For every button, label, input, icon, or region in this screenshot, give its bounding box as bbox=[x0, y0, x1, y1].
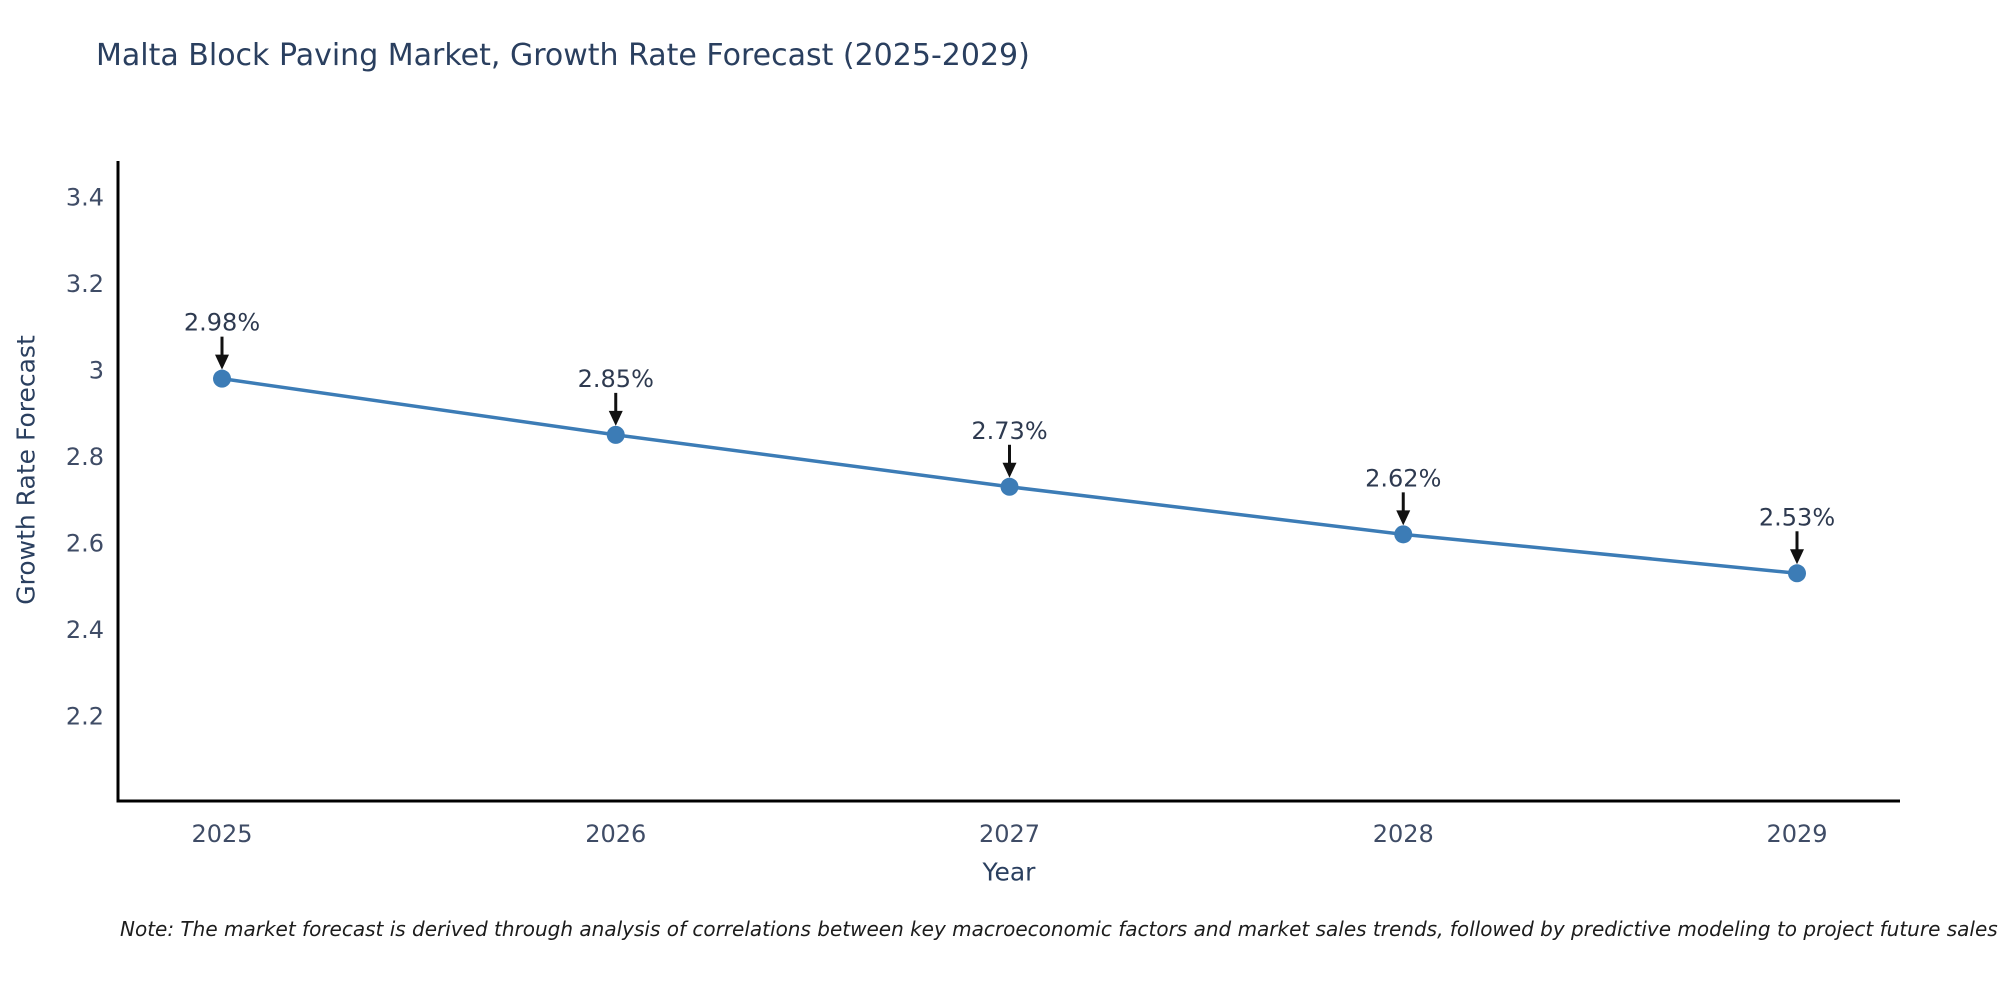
x-axis-title: Year bbox=[982, 857, 1036, 887]
x-tick-label: 2027 bbox=[979, 820, 1040, 848]
y-tick-label: 3.2 bbox=[66, 270, 104, 298]
y-tick-label: 2.2 bbox=[66, 703, 104, 731]
annotation-label: 2.53% bbox=[1759, 503, 1835, 531]
annotation-arrowhead-icon bbox=[1002, 462, 1017, 478]
data-point-2027 bbox=[1000, 477, 1019, 496]
annotation-arrowhead-icon bbox=[1790, 549, 1804, 565]
x-tick-label: 2025 bbox=[191, 820, 252, 848]
data-point-2029 bbox=[1788, 564, 1806, 583]
y-tick-label: 2.4 bbox=[66, 616, 104, 644]
annotation-arrowhead-icon bbox=[608, 410, 623, 426]
x-tick-label: 2026 bbox=[585, 820, 646, 848]
y-tick-label: 3 bbox=[89, 357, 104, 385]
x-tick-label: 2029 bbox=[1766, 820, 1827, 848]
annotation-arrowhead-icon bbox=[1396, 510, 1411, 526]
footnote: Note: The market forecast is derived thr… bbox=[120, 917, 1998, 941]
x-tick-label: 2028 bbox=[1373, 820, 1434, 848]
data-point-2026 bbox=[606, 425, 625, 444]
y-tick-label: 2.8 bbox=[66, 443, 104, 471]
chart-title: Malta Block Paving Market, Growth Rate F… bbox=[96, 38, 1030, 73]
y-tick-label: 3.4 bbox=[66, 184, 104, 212]
data-point-2025 bbox=[213, 369, 231, 388]
data-point-2028 bbox=[1394, 525, 1413, 544]
annotation-label: 2.98% bbox=[184, 309, 260, 337]
annotation-label: 2.62% bbox=[1365, 464, 1441, 492]
annotation-label: 2.73% bbox=[971, 417, 1047, 445]
y-tick-label: 2.6 bbox=[66, 530, 104, 558]
annotation-label: 2.85% bbox=[578, 365, 654, 393]
annotation-arrowhead-icon bbox=[215, 354, 229, 370]
